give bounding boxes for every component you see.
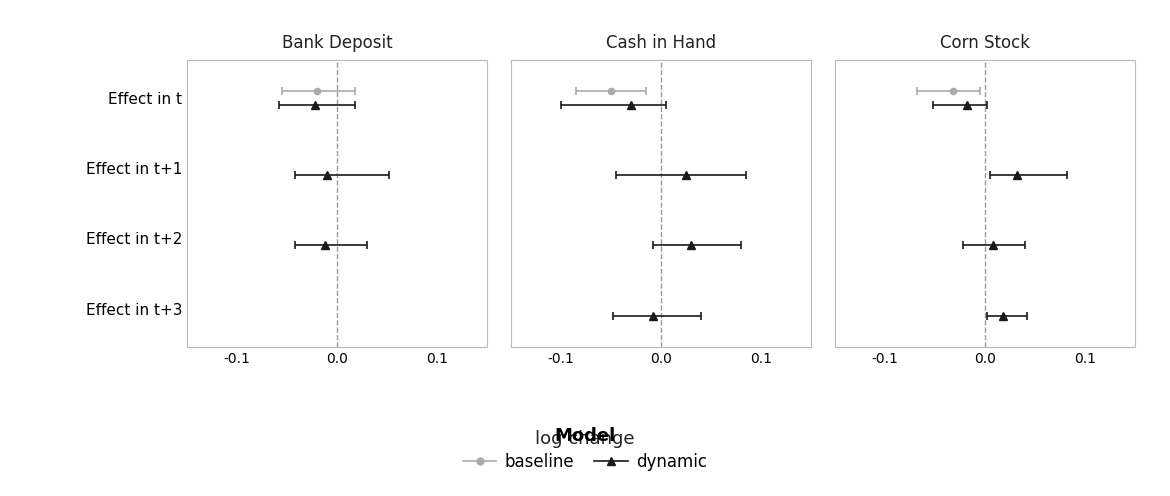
Text: log change: log change: [535, 430, 635, 448]
Title: Cash in Hand: Cash in Hand: [606, 34, 716, 53]
Title: Bank Deposit: Bank Deposit: [282, 34, 392, 53]
Legend: baseline, dynamic: baseline, dynamic: [456, 420, 714, 478]
Title: Corn Stock: Corn Stock: [940, 34, 1030, 53]
